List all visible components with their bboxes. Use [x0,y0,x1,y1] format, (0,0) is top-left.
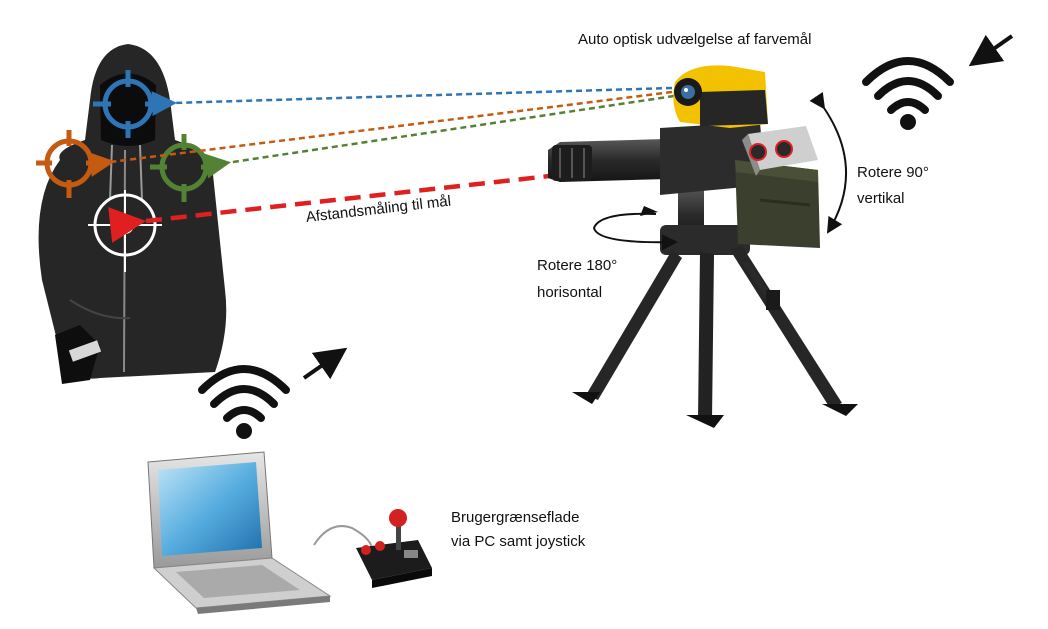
ultrasonic-sensor-icon [742,126,818,176]
turret-icon [548,122,820,248]
camera-icon [673,65,768,128]
arrow-icon-incoming [968,34,1014,67]
laptop-icon [147,451,332,614]
vertical-label: vertikal [857,190,905,207]
vertical-rotation-arrow-icon [809,91,847,234]
arrow-icon-outgoing [302,347,348,380]
joystick-cable [313,525,373,549]
horizontal-rotation-arrow-icon [592,206,678,251]
tripod-icon [572,185,858,428]
rotate-vertical-label: Rotere 90° [857,164,929,181]
blue-target-line [151,86,673,117]
rotate-horizontal-label: Rotere 180° [537,257,618,274]
wifi-icon-top-right [862,57,954,114]
auto-optical-label: Auto optisk udvælgelse af farvemål [578,31,812,48]
user-interface-label: Brugergrænseflade [451,509,580,526]
wifi-icon-laptop [198,365,290,422]
joystick-icon [356,509,432,588]
horizontal-label: horisontal [537,284,603,301]
pc-joystick-label: via PC samt joystick [451,533,586,550]
orange-target-line [88,90,673,177]
green-target-line [204,94,675,179]
